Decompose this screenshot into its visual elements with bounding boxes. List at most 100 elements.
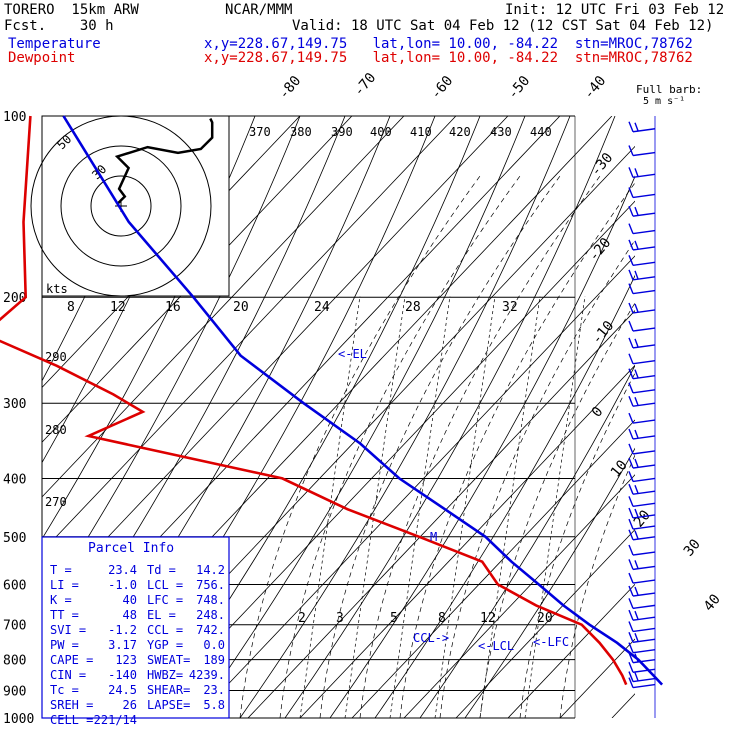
parcel-param-name: CELL = xyxy=(50,713,93,727)
wind-barb-flag xyxy=(634,458,639,468)
wind-barb-shaft xyxy=(632,502,656,508)
mixing-ratio-line xyxy=(434,295,496,718)
wind-barb-flag xyxy=(634,396,639,406)
parcel-info-title: Parcel Info xyxy=(88,541,174,556)
wind-barb-shaft xyxy=(632,435,656,440)
parcel-param-name: HWBZ= xyxy=(147,668,183,682)
mixing-ratio-label: 8 xyxy=(438,611,446,626)
valid-time: Valid: 18 UTC Sat 04 Feb 12 (12 CST Sat … xyxy=(292,18,714,34)
skewed-temp-label: 0 xyxy=(589,404,607,421)
parcel-param-name: LCL = xyxy=(147,578,183,592)
parcel-param-value: -1.2 xyxy=(108,623,137,637)
wind-barb-flag xyxy=(628,269,634,281)
isotherm-line xyxy=(455,528,635,718)
wind-barb-flag xyxy=(628,187,634,198)
mixing-ratio-label-upper: 24 xyxy=(314,300,330,315)
moist-adiabat xyxy=(319,175,561,718)
wind-barb-shaft xyxy=(632,604,656,610)
wind-barb-flag xyxy=(628,239,634,251)
wind-barb-flag xyxy=(628,395,634,407)
hodograph-ring xyxy=(30,115,212,297)
hodograph-ring xyxy=(60,145,182,267)
wind-barb-shaft xyxy=(632,402,656,407)
dry-adiabat xyxy=(42,116,301,612)
wind-barb-flag xyxy=(628,457,634,469)
parcel-param-value: 5.8 xyxy=(203,698,225,712)
barb-legend-unit: 5 m s⁻¹ xyxy=(643,96,685,107)
dry-adiabat xyxy=(374,274,635,718)
moist-adiabat xyxy=(479,302,635,718)
dewpoint-legend: Dewpoint xyxy=(8,50,76,66)
mixing-ratio-line xyxy=(299,295,361,718)
wind-barb-shaft xyxy=(632,374,656,380)
parcel-param-name: PW = xyxy=(50,638,79,652)
barb-legend-title: Full barb: xyxy=(636,83,702,96)
parcel-param-name: SVI = xyxy=(50,623,86,637)
wind-barb-flag xyxy=(628,255,634,266)
wind-barb-flag xyxy=(628,507,634,519)
mixing-ratio-label: 12 xyxy=(480,611,496,626)
parcel-param-value: -1.0 xyxy=(108,578,137,592)
potential-temp-label: 370 xyxy=(249,125,271,139)
wind-barb-shaft xyxy=(632,490,656,495)
hodograph-trace xyxy=(114,118,214,205)
wind-barb-shaft xyxy=(632,246,656,251)
parcel-param-value: 26 xyxy=(123,698,137,712)
wind-barb-flag xyxy=(634,560,639,569)
parcel-param-name: YGP = xyxy=(147,638,183,652)
parcel-param-name: LI = xyxy=(50,578,79,592)
wind-barb-flag xyxy=(634,429,639,439)
dry-adiabat xyxy=(194,116,526,718)
wind-barb-flag xyxy=(634,653,639,662)
skewed-temp-label: -20 xyxy=(586,235,615,265)
wind-barb-shaft xyxy=(632,212,656,217)
wind-barb-flag xyxy=(628,496,634,507)
wind-barb-shaft xyxy=(632,389,656,394)
wind-barb-flag xyxy=(634,610,639,620)
pressure-tick-label: 900 xyxy=(3,684,26,699)
parcel-param-value: 40 xyxy=(123,593,137,607)
temperature-profile xyxy=(62,115,664,686)
parcel-param-value: 742. xyxy=(196,623,225,637)
isotherm-line xyxy=(351,419,635,718)
parcel-param-value: 14.2 xyxy=(196,563,225,577)
wind-barb-shaft xyxy=(632,627,656,633)
wind-barb-flag xyxy=(628,642,634,653)
moist-adiabat xyxy=(559,454,635,718)
wind-barb-flag xyxy=(628,320,634,332)
moist-adiabat xyxy=(279,175,521,718)
org-label: NCAR/MMM xyxy=(225,2,293,18)
hodograph-unit-label: kts xyxy=(46,282,68,296)
wind-barb-shaft xyxy=(632,309,656,314)
wind-barb-shaft xyxy=(632,536,656,541)
parcel-param-name: TT = xyxy=(50,608,79,622)
potential-temp-label: 400 xyxy=(370,125,392,139)
wind-barb-shaft xyxy=(632,360,656,365)
wind-barb-flag xyxy=(628,368,634,379)
potential-temp-label: 430 xyxy=(490,125,512,139)
wind-barb-shaft xyxy=(632,551,656,556)
wind-barb-flag xyxy=(628,205,634,217)
skewed-temp-label: -50 xyxy=(505,73,534,103)
profile-annotation: M xyxy=(430,530,437,544)
isotherm-line xyxy=(716,116,740,718)
wind-barb-shaft xyxy=(632,450,656,455)
parcel-param-value: 221/14 xyxy=(94,713,137,727)
moist-adiabat xyxy=(519,372,635,718)
wind-barb-flag xyxy=(628,621,634,632)
isotherm-line xyxy=(559,638,635,718)
wind-barb-flag xyxy=(628,652,634,663)
mixing-ratio-label-upper: 32 xyxy=(502,300,518,315)
moist-adiabat xyxy=(239,175,481,718)
wind-barb-shaft xyxy=(632,173,656,179)
dry-adiabat xyxy=(419,364,635,718)
hodograph-ring xyxy=(90,175,152,237)
parcel-param-value: 4239. xyxy=(189,668,225,682)
wind-barb-shaft xyxy=(632,668,656,673)
potential-temp-label: 410 xyxy=(410,125,432,139)
wind-barb-shaft xyxy=(632,683,656,689)
parcel-param-value: 248. xyxy=(196,608,225,622)
dry-adiabat xyxy=(329,175,635,718)
moist-adiabat xyxy=(399,182,635,718)
wind-barb-shaft xyxy=(632,616,656,621)
